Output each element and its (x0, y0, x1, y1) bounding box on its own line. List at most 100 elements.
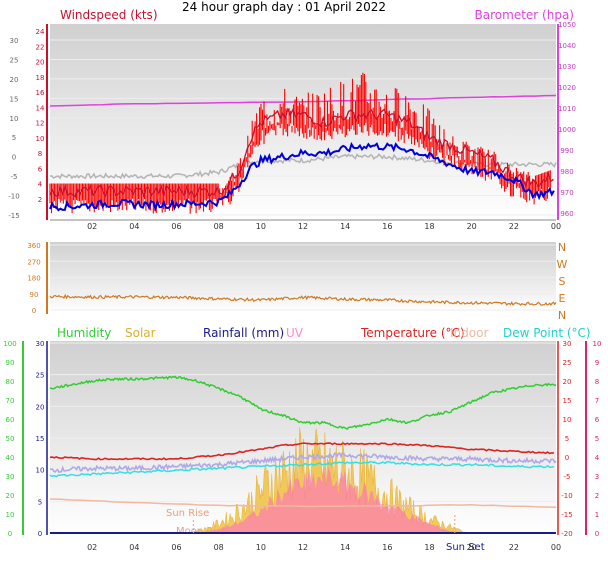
direction-tick-label: 180 (27, 275, 40, 283)
temperature-tick-label: 20 (563, 378, 572, 386)
direction-tick-label: 360 (27, 242, 40, 250)
barometer-tick-label: 960 (560, 210, 573, 218)
direction-tick-label: 0 (32, 307, 36, 315)
chart-title: 24 hour graph day : 01 April 2022 (182, 0, 386, 14)
legend-dewpoint: Dew Point (°C) (503, 326, 591, 340)
barometer-tick-label: 1030 (558, 63, 576, 71)
wind-x-tick-label: 20 (467, 222, 477, 231)
uv-tick-label: 0 (595, 530, 599, 538)
humidity-tick-label: 40 (6, 454, 15, 462)
barometer-label: Barometer (hpa) (475, 8, 574, 22)
rainfall-tick-label: 10 (36, 467, 45, 475)
uv-tick-label: 8 (595, 378, 599, 386)
windspeed-tick-label: 4 (38, 181, 43, 189)
direction-tick-label: 90 (30, 291, 39, 299)
temperature-tick-label: -10 (561, 492, 572, 500)
rainfall-tick-label: 25 (36, 372, 45, 380)
barometer-tick-label: 1000 (558, 126, 576, 134)
legend-temperature: Temperature (°C) (360, 326, 465, 340)
wind-x-tick-label: 06 (171, 222, 181, 231)
wind-outer-tick-label: 10 (10, 115, 19, 123)
humidity-tick-label: 20 (6, 492, 15, 500)
sunrise-label: Sun Rise (166, 508, 209, 519)
weather-x-tick-label: 02 (87, 543, 97, 552)
direction-line (49, 293, 557, 307)
windspeed-tick-label: 22 (36, 43, 45, 51)
wind-outer-tick-label: 25 (10, 56, 19, 64)
direction-tick-label: 270 (27, 258, 40, 266)
weather-x-tick-label: 22 (509, 543, 519, 552)
compass-label: E (559, 292, 566, 305)
windspeed-tick-label: 6 (38, 165, 43, 173)
compass-label: W (557, 258, 568, 271)
temperature-line (49, 442, 555, 461)
windspeed-label: Windspeed (kts) (60, 8, 158, 22)
weather-x-tick-label: 08 (214, 543, 224, 552)
secondary-temperature-line (49, 452, 557, 474)
weather-x-tick-label: 04 (129, 543, 139, 552)
average-wind-line (49, 141, 555, 212)
weather-x-tick-label: 00 (551, 543, 561, 552)
rainfall-tick-label: 5 (38, 498, 42, 506)
wind-outer-tick-label: 30 (10, 37, 19, 45)
wind-x-tick-label: 22 (509, 222, 519, 231)
humidity-tick-label: 90 (6, 359, 15, 367)
wind-x-tick-label: 14 (340, 222, 350, 231)
wind-plot-area (50, 24, 556, 220)
wind-outer-tick-label: 20 (10, 76, 19, 84)
wind-outer-tick-label: -15 (8, 212, 19, 220)
indoor-line (49, 498, 557, 508)
weather-x-tick-label: 16 (382, 543, 392, 552)
dewpoint-line (49, 460, 555, 478)
windspeed-tick-label: 18 (36, 74, 45, 82)
wind-x-tick-label: 18 (424, 222, 434, 231)
legend-humidity: Humidity (57, 326, 111, 340)
windspeed-tick-label: 2 (38, 196, 42, 204)
barometer-tick-label: 980 (560, 168, 573, 176)
humidity-tick-label: 0 (8, 530, 12, 538)
weather-x-tick-label: 10 (256, 543, 266, 552)
windspeed-tick-label: 12 (36, 120, 45, 128)
uv-tick-label: 5 (595, 435, 599, 443)
windspeed-tick-label: 8 (38, 150, 42, 158)
barometer-tick-label: 1040 (558, 42, 576, 50)
temperature-tick-label: 10 (563, 416, 572, 424)
legend-rainfall: Rainfall (mm) (203, 326, 284, 340)
uv-tick-label: 1 (595, 511, 599, 519)
wind-x-tick-label: 16 (382, 222, 392, 231)
humidity-tick-label: 50 (6, 435, 15, 443)
barometer-line (49, 94, 557, 107)
legend-solar: Solar (125, 326, 156, 340)
compass-label: S (559, 275, 566, 288)
wind-x-tick-label: 00 (551, 222, 561, 231)
rainfall-tick-label: 15 (36, 435, 45, 443)
humidity-tick-label: 60 (6, 416, 15, 424)
windspeed-tick-label: 14 (36, 104, 45, 112)
weather-x-tick-label: 20 (467, 543, 477, 552)
wind-x-tick-label: 02 (87, 222, 97, 231)
barometer-tick-label: 990 (560, 147, 573, 155)
windspeed-tick-label: 20 (36, 59, 45, 67)
wind-x-tick-label: 04 (129, 222, 139, 231)
temperature-tick-label: 0 (565, 454, 569, 462)
uv-tick-label: 2 (595, 492, 599, 500)
humidity-tick-label: 70 (6, 397, 15, 405)
humidity-tick-label: 80 (6, 378, 15, 386)
barometer-tick-label: 970 (560, 189, 573, 197)
temperature-tick-label: -5 (564, 473, 571, 481)
sunset-label: Sun Set (446, 542, 485, 553)
rainfall-tick-label: 30 (36, 340, 45, 348)
uv-tick-label: 3 (595, 473, 599, 481)
wind-outer-tick-label: -10 (8, 193, 19, 201)
compass-label: N (558, 309, 566, 322)
legend-indoor: Indoor (450, 326, 488, 340)
temperature-tick-label: 5 (565, 435, 569, 443)
temperature-tick-label: 25 (563, 359, 572, 367)
temperature-tick-label: 30 (563, 340, 572, 348)
humidity-tick-label: 10 (6, 511, 15, 519)
wind-outer-tick-label: 5 (12, 134, 16, 142)
weather-x-tick-label: 18 (424, 543, 434, 552)
legend-uv: UV (286, 326, 304, 340)
compass-label: N (558, 241, 566, 254)
